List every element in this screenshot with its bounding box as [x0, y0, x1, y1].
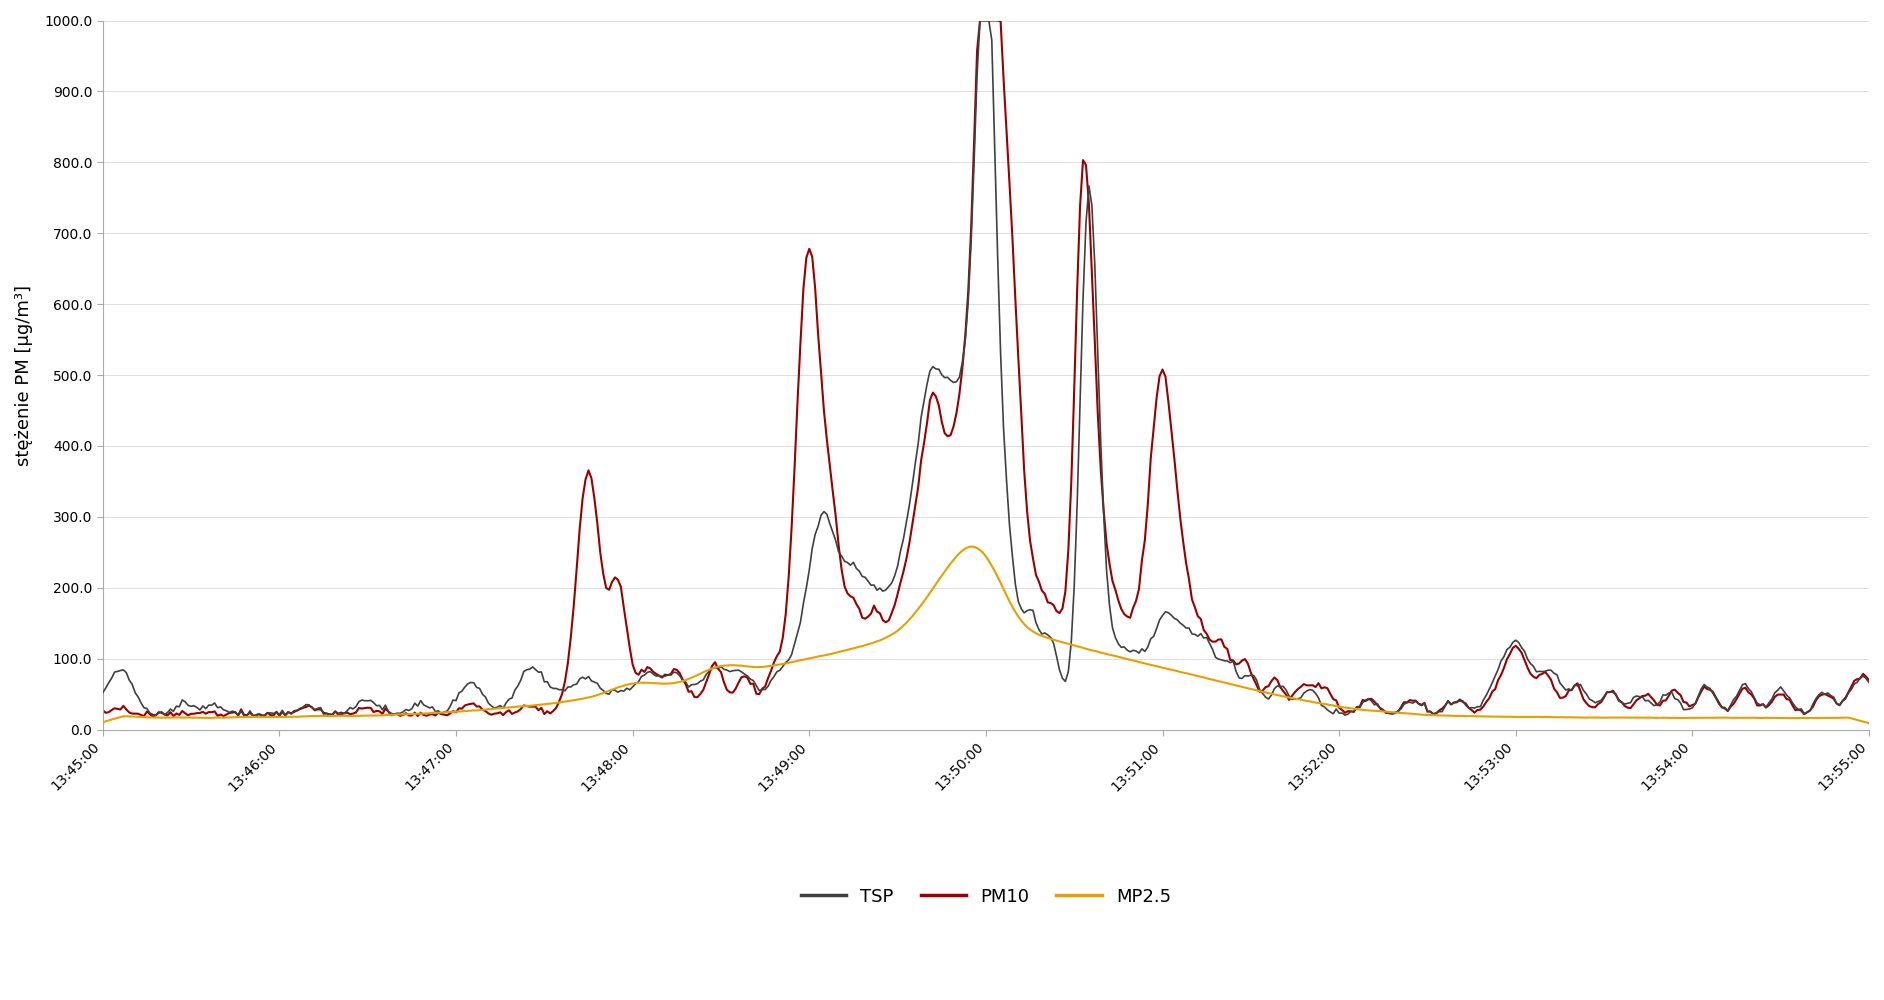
PM10	[676, 686, 699, 698]
MP2.5	[1805, 712, 1827, 724]
PM10	[205, 710, 228, 722]
Y-axis label: stężenie PM [μg/m³]: stężenie PM [μg/m³]	[15, 285, 34, 466]
PM10	[1807, 690, 1829, 702]
TSP	[424, 706, 447, 718]
MP2.5	[203, 712, 226, 724]
MP2.5	[674, 674, 697, 686]
Line: TSP: TSP	[104, 21, 1869, 716]
TSP	[676, 681, 699, 693]
TSP	[1858, 677, 1880, 689]
MP2.5	[959, 541, 982, 553]
PM10	[141, 710, 164, 722]
TSP	[92, 687, 115, 699]
PM10	[1858, 674, 1880, 686]
TSP	[1505, 634, 1528, 646]
PM10	[968, 15, 991, 27]
MP2.5	[92, 716, 115, 728]
TSP	[1807, 689, 1829, 701]
TSP	[968, 15, 991, 27]
PM10	[92, 704, 115, 716]
MP2.5	[1743, 712, 1765, 724]
PM10	[1505, 640, 1528, 652]
TSP	[1746, 697, 1769, 709]
TSP	[203, 697, 226, 709]
MP2.5	[422, 707, 445, 719]
MP2.5	[1502, 711, 1524, 723]
PM10	[424, 709, 447, 721]
Legend: TSP, PM10, MP2.5: TSP, PM10, MP2.5	[793, 880, 1178, 913]
Line: PM10: PM10	[104, 21, 1869, 716]
PM10	[1746, 699, 1769, 711]
Line: MP2.5: MP2.5	[104, 547, 1869, 723]
TSP	[251, 710, 273, 722]
MP2.5	[1858, 717, 1880, 729]
